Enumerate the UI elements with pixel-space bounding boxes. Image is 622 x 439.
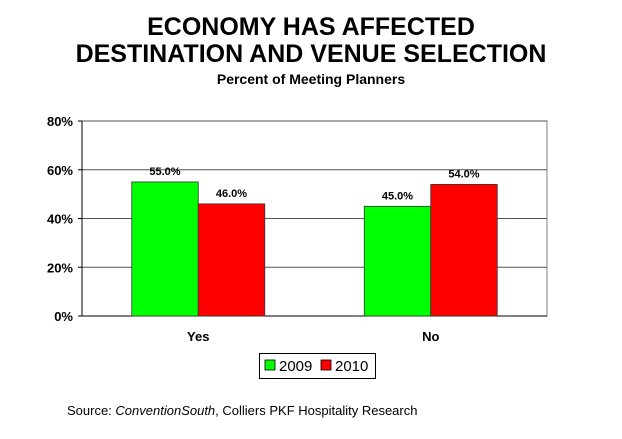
- x-tick-label: Yes: [187, 329, 209, 344]
- legend-swatch-2010: [320, 359, 332, 371]
- data-label: 55.0%: [149, 166, 180, 178]
- source-italic: ConventionSouth: [115, 403, 216, 418]
- legend-swatch-2009: [264, 359, 276, 371]
- y-tick-label: 60%: [47, 163, 73, 178]
- bar-2010-yes: [197, 203, 266, 317]
- legend-label: 2009: [279, 358, 312, 375]
- y-tick-label: 0%: [54, 309, 73, 324]
- source-prefix: Source:: [67, 403, 116, 418]
- legend: [259, 353, 376, 379]
- source-suffix: , Colliers PKF Hospitality Research: [215, 403, 418, 418]
- chart-title-line-2: DESTINATION AND VENUE SELECTION: [75, 40, 547, 68]
- data-label: 46.0%: [216, 188, 247, 200]
- y-tick-label: 40%: [47, 212, 73, 227]
- source-note: Source: ConventionSouth, Colliers PKF Ho…: [67, 403, 417, 418]
- bar-2009-no: [363, 205, 432, 317]
- y-tick-label: 20%: [47, 260, 73, 275]
- legend-label: 2010: [335, 358, 368, 375]
- bar-2010-no: [430, 183, 498, 317]
- data-label: 54.0%: [448, 168, 479, 180]
- x-tick-label: No: [422, 329, 439, 344]
- chart-title-line-1: ECONOMY HAS AFFECTED: [147, 13, 475, 41]
- y-tick-label: 80%: [47, 114, 73, 129]
- bar-2009-yes: [131, 181, 199, 317]
- chart-subtitle: Percent of Meeting Planners: [216, 71, 406, 87]
- data-label: 45.0%: [382, 190, 413, 202]
